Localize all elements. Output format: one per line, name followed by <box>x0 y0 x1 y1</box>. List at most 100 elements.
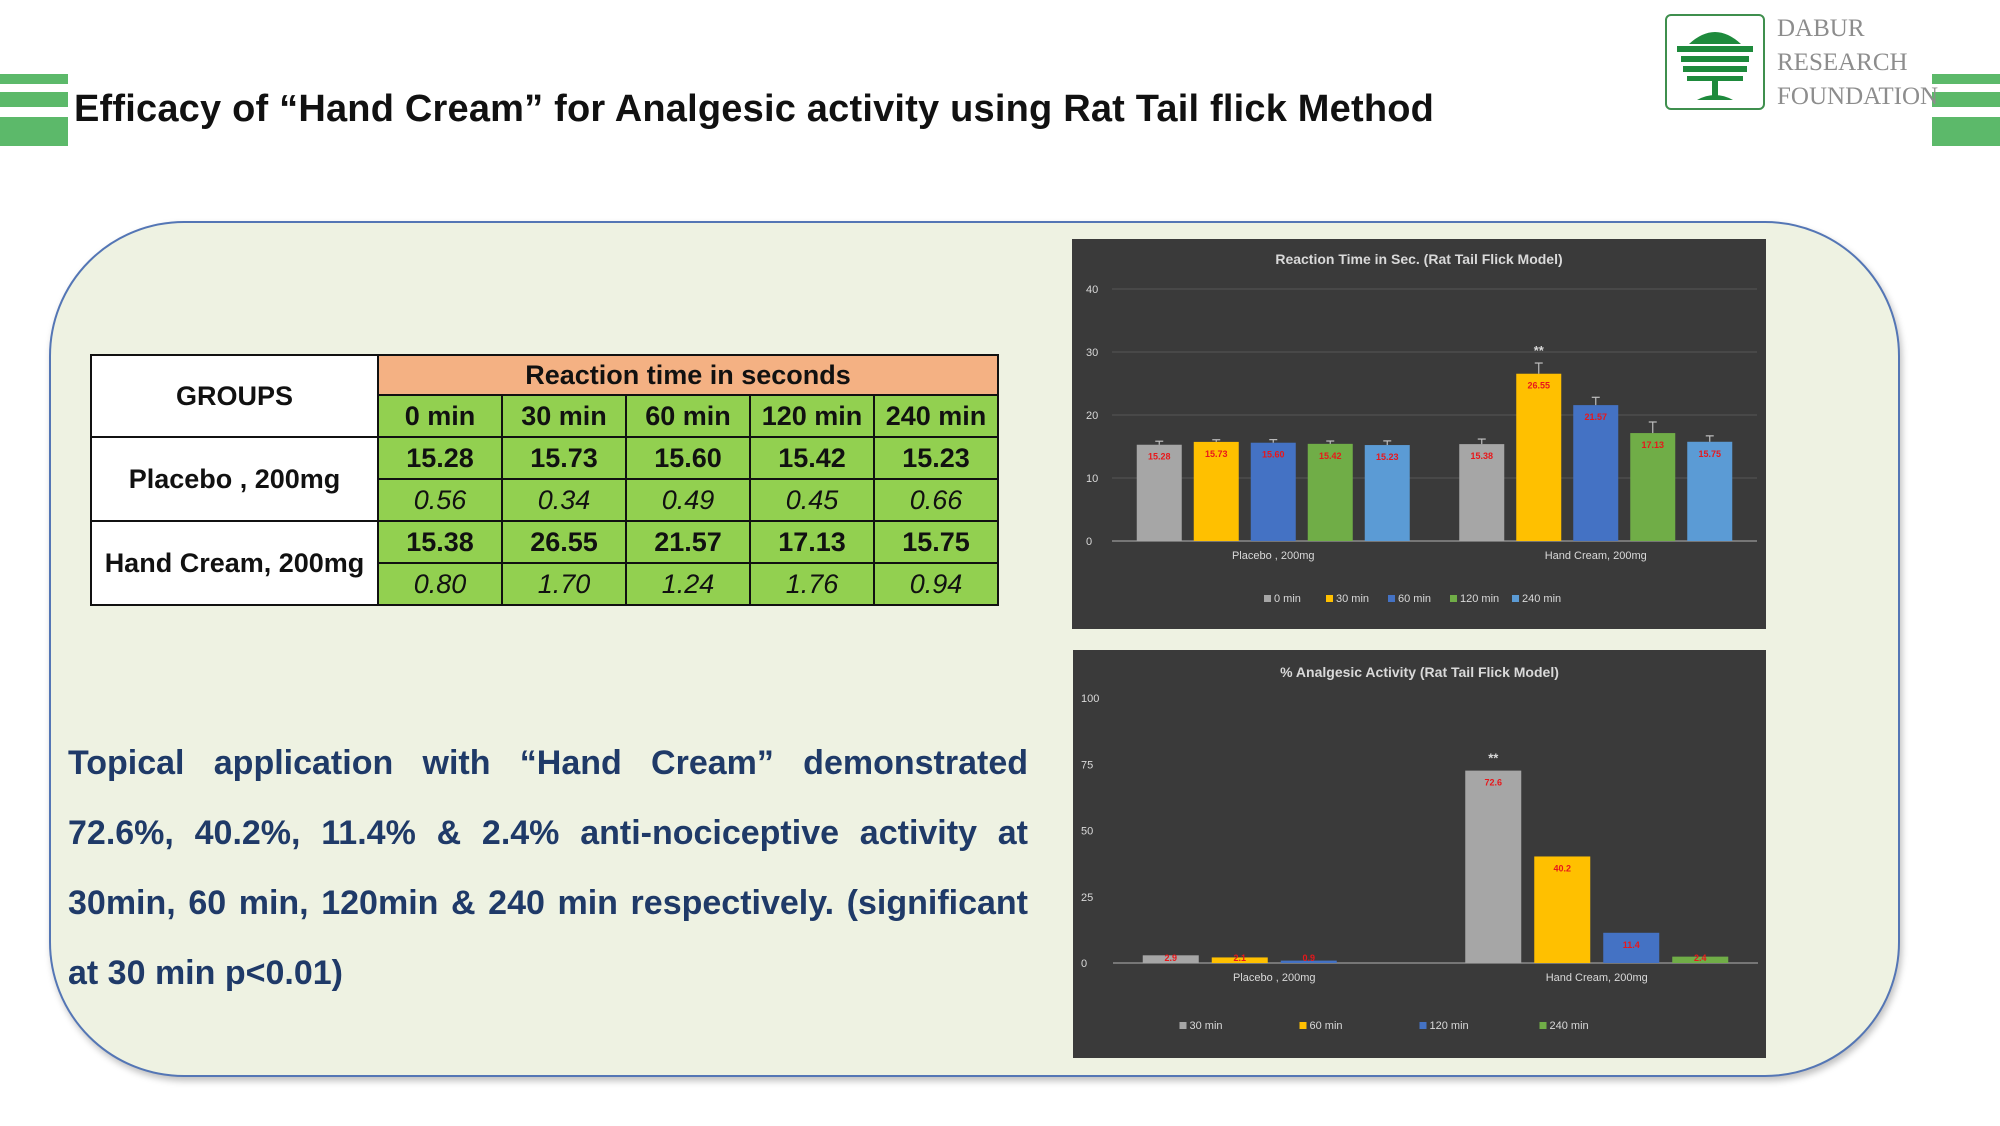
mean-cell: 17.13 <box>749 520 875 564</box>
mean-cell: 15.23 <box>873 436 999 480</box>
legend-label: 120 min <box>1460 593 1499 605</box>
legend-swatch <box>1388 595 1395 602</box>
data-label: 15.75 <box>1698 449 1721 459</box>
left-stripe-bottom <box>0 117 68 146</box>
data-label: 40.2 <box>1553 863 1571 873</box>
logo-text-line2: RESEARCH <box>1777 49 1908 76</box>
y-tick-label: 30 <box>1086 347 1098 359</box>
legend-swatch <box>1539 1022 1547 1029</box>
reaction-time-table: GROUPS Reaction time in seconds 0 min 30… <box>90 354 999 606</box>
bar <box>1630 433 1676 541</box>
left-stripe-middle <box>0 92 68 107</box>
bar <box>1672 956 1729 963</box>
bar <box>1142 955 1199 963</box>
timepoint-header: 0 min <box>377 394 503 438</box>
right-stripe-bottom <box>1932 117 2000 146</box>
sem-cell: 0.56 <box>377 478 503 522</box>
group-name-cell: Placebo , 200mg <box>90 436 379 522</box>
reaction-time-chart-svg: Reaction Time in Sec. (Rat Tail Flick Mo… <box>1086 251 1757 605</box>
group-name-cell: Hand Cream, 200mg <box>90 520 379 606</box>
summary-text: Topical application with “Hand Cream” de… <box>68 744 1028 992</box>
legend-label: 60 min <box>1398 593 1431 605</box>
bar <box>1136 444 1182 541</box>
legend-label: 30 min <box>1190 1020 1223 1032</box>
timepoint-header-row: 0 min 30 min 60 min 120 min 240 min <box>91 394 999 438</box>
bar <box>1307 443 1353 541</box>
sem-cell: 0.49 <box>625 478 751 522</box>
data-label: 2.1 <box>1233 953 1246 963</box>
legend-label: 60 min <box>1310 1020 1343 1032</box>
x-category-label: Placebo , 200mg <box>1232 550 1315 562</box>
bar <box>1193 441 1239 541</box>
significance-marker: ** <box>1488 751 1499 766</box>
legend-swatch <box>1299 1022 1307 1029</box>
bar <box>1573 405 1619 541</box>
table-row: Hand Cream, 200mg 15.38 26.55 21.57 17.1… <box>90 520 999 606</box>
sem-cell: 0.94 <box>873 562 999 606</box>
chart-title: % Analgesic Activity (Rat Tail Flick Mod… <box>1280 664 1559 680</box>
mean-cell: 15.42 <box>749 436 875 480</box>
sem-cell: 1.76 <box>749 562 875 606</box>
logo-text-line1: DABUR <box>1777 15 1865 42</box>
legend-label: 240 min <box>1522 593 1561 605</box>
mean-cell: 15.38 <box>377 520 503 564</box>
y-tick-label: 75 <box>1081 759 1093 771</box>
x-category-label: Placebo , 200mg <box>1233 972 1316 984</box>
y-tick-label: 25 <box>1081 892 1093 904</box>
y-tick-label: 0 <box>1086 536 1092 548</box>
legend-label: 0 min <box>1274 593 1301 605</box>
table-header-row: GROUPS Reaction time in seconds <box>90 354 999 438</box>
groups-header: GROUPS <box>90 354 379 438</box>
bar <box>1465 770 1522 963</box>
sem-cell: 0.45 <box>749 478 875 522</box>
dabur-logo: DABUR RESEARCH FOUNDATION <box>1665 14 1938 116</box>
y-tick-label: 0 <box>1081 958 1087 970</box>
x-category-label: Hand Cream, 200mg <box>1545 550 1647 562</box>
bar <box>1534 856 1591 963</box>
left-stripe-top <box>0 74 68 84</box>
sem-cell: 0.66 <box>873 478 999 522</box>
page-title: Efficacy of “Hand Cream” for Analgesic a… <box>74 88 1435 130</box>
data-label: 17.13 <box>1641 440 1664 450</box>
timepoint-header: 240 min <box>873 394 999 438</box>
table-row: Placebo , 200mg 15.28 15.73 15.60 15.42 … <box>90 436 999 522</box>
right-stripe-middle <box>1932 92 2000 107</box>
significance-marker: ** <box>1534 343 1545 358</box>
sem-cell: 1.24 <box>625 562 751 606</box>
sem-cell: 0.80 <box>377 562 503 606</box>
data-label: 15.23 <box>1376 452 1399 462</box>
data-label: 26.55 <box>1527 381 1550 391</box>
legend-swatch <box>1326 595 1333 602</box>
table-row: 0.80 1.70 1.24 1.76 0.94 <box>91 562 999 606</box>
data-label: 15.38 <box>1470 451 1493 461</box>
data-label: 72.6 <box>1484 778 1502 788</box>
bar <box>1603 932 1660 963</box>
data-label: 21.57 <box>1584 412 1607 422</box>
mean-cell: 26.55 <box>501 520 627 564</box>
legend-label: 120 min <box>1430 1020 1469 1032</box>
legend-swatch <box>1419 1022 1427 1029</box>
data-label: 11.4 <box>1623 940 1640 950</box>
y-tick-label: 50 <box>1081 826 1093 838</box>
chart-title: Reaction Time in Sec. (Rat Tail Flick Mo… <box>1275 251 1562 267</box>
analgesic-activity-chart-svg: % Analgesic Activity (Rat Tail Flick Mod… <box>1081 664 1758 1032</box>
data-label: 15.73 <box>1205 449 1228 459</box>
reaction-time-chart: Reaction Time in Sec. (Rat Tail Flick Mo… <box>1072 239 1766 629</box>
bar <box>1687 441 1733 541</box>
data-label: 2.4 <box>1694 953 1707 963</box>
timepoint-header: 120 min <box>749 394 875 438</box>
legend-swatch <box>1450 595 1457 602</box>
bar <box>1459 444 1505 541</box>
timepoint-header: 30 min <box>501 394 627 438</box>
tree-logo-icon <box>1665 14 1765 110</box>
right-stripe-top <box>1932 74 2000 84</box>
bar <box>1250 442 1296 541</box>
sem-cell: 1.70 <box>501 562 627 606</box>
logo-text-line3: FOUNDATION <box>1777 83 1939 110</box>
legend-swatch <box>1179 1022 1187 1029</box>
bar <box>1364 445 1410 541</box>
legend-label: 30 min <box>1336 593 1369 605</box>
legend-label: 240 min <box>1550 1020 1589 1032</box>
y-tick-label: 10 <box>1086 473 1098 485</box>
data-label: 15.42 <box>1319 451 1342 461</box>
